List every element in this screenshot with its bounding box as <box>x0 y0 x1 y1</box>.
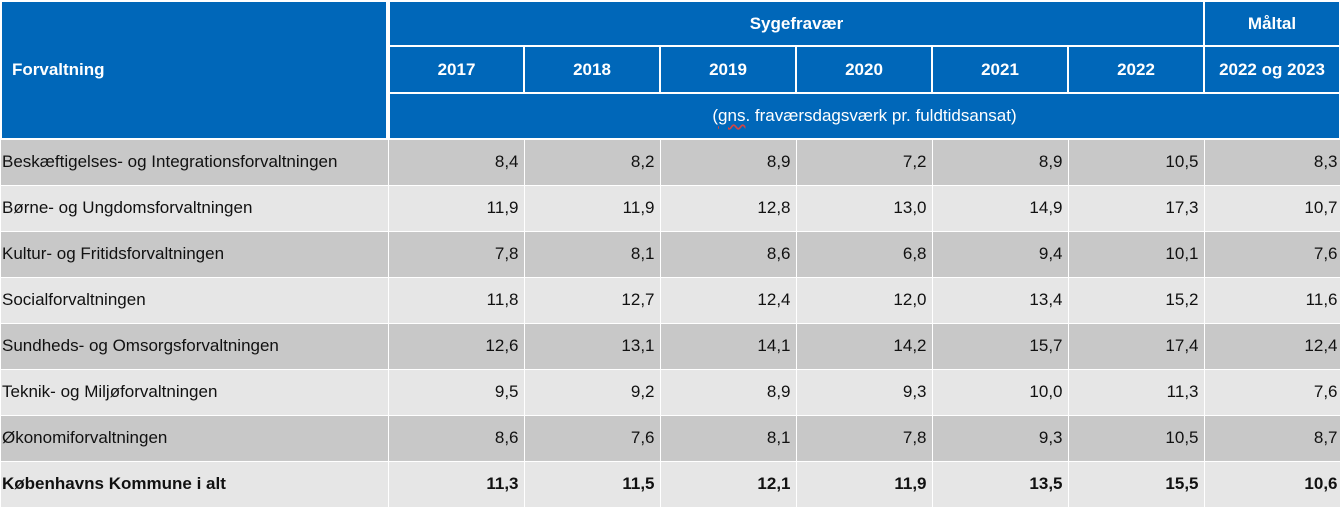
unit-prefix: ( <box>712 106 719 125</box>
value-cell: 13,1 <box>524 322 661 370</box>
table-row: Beskæftigelses- og Integrationsforvaltni… <box>1 138 1341 186</box>
value-cell: 9,5 <box>388 368 525 416</box>
value-cell: 11,3 <box>388 460 525 508</box>
value-cell: 8,9 <box>660 368 797 416</box>
header-year-2019: 2019 <box>659 45 797 94</box>
value-cell: 12,8 <box>660 184 797 232</box>
header-unit: (gns. fraværsdagsværk pr. fuldtidsansat) <box>387 92 1341 140</box>
row-label-oekonomi: Økonomiforvaltningen <box>1 414 389 462</box>
value-cell: 8,2 <box>524 138 661 186</box>
value-cell: 15,7 <box>932 322 1069 370</box>
header-sygefravaer: Sygefravær <box>387 0 1205 47</box>
value-cell: 10,5 <box>1068 138 1205 186</box>
value-cell: 13,5 <box>932 460 1069 508</box>
value-cell: 14,1 <box>660 322 797 370</box>
value-cell: 14,9 <box>932 184 1069 232</box>
value-cell: 8,6 <box>660 230 797 278</box>
value-cell: 6,8 <box>796 230 933 278</box>
value-cell: 10,5 <box>1068 414 1205 462</box>
table-row: Teknik- og Miljøforvaltningen 9,5 9,2 8,9 9,… <box>1 368 1341 416</box>
table-body: Beskæftigelses- og Integrationsforvaltni… <box>1 138 1341 508</box>
value-cell: 11,5 <box>524 460 661 508</box>
value-cell: 12,4 <box>660 276 797 324</box>
header-year-2017: 2017 <box>387 45 525 94</box>
value-cell: 9,3 <box>932 414 1069 462</box>
value-cell: 11,6 <box>1204 276 1341 324</box>
value-cell: 7,6 <box>524 414 661 462</box>
header-target-year: 2022 og 2023 <box>1203 45 1341 94</box>
header-maaltal: Måltal <box>1203 0 1341 47</box>
table-row: Kultur- og Fritidsforvaltningen 7,8 8,1 8,6… <box>1 230 1341 278</box>
value-cell: 10,1 <box>1068 230 1205 278</box>
value-cell: 11,8 <box>388 276 525 324</box>
value-cell: 17,3 <box>1068 184 1205 232</box>
row-label-beskaeftigelse: Beskæftigelses- og Integrationsforvaltni… <box>1 138 389 186</box>
value-cell: 9,4 <box>932 230 1069 278</box>
value-cell: 15,5 <box>1068 460 1205 508</box>
header-year-2022: 2022 <box>1067 45 1205 94</box>
row-label-boerne-ungdom: Børne- og Ungdomsforvaltningen <box>1 184 389 232</box>
value-cell: 7,8 <box>796 414 933 462</box>
header-forvaltning: Forvaltning <box>0 0 390 140</box>
value-cell: 8,1 <box>660 414 797 462</box>
value-cell: 10,0 <box>932 368 1069 416</box>
value-cell: 12,0 <box>796 276 933 324</box>
table-row: Børne- og Ungdomsforvaltningen 11,9 11,9 12… <box>1 184 1341 232</box>
value-cell: 8,9 <box>932 138 1069 186</box>
table-row: Socialforvaltningen 11,8 12,7 12,4 12,0 13,4 1… <box>1 276 1341 324</box>
value-cell: 12,7 <box>524 276 661 324</box>
row-label-teknik-miljoe: Teknik- og Miljøforvaltningen <box>1 368 389 416</box>
value-cell: 8,6 <box>388 414 525 462</box>
value-cell: 8,4 <box>388 138 525 186</box>
value-cell: 17,4 <box>1068 322 1205 370</box>
value-cell: 14,2 <box>796 322 933 370</box>
value-cell: 12,4 <box>1204 322 1341 370</box>
value-cell: 7,8 <box>388 230 525 278</box>
table-total-row: Københavns Kommune i alt 11,3 11,5 12,1 11,9… <box>1 460 1341 508</box>
value-cell: 11,9 <box>796 460 933 508</box>
value-cell: 11,3 <box>1068 368 1205 416</box>
value-cell: 9,3 <box>796 368 933 416</box>
value-cell: 13,0 <box>796 184 933 232</box>
value-cell: 11,9 <box>388 184 525 232</box>
value-cell: 8,3 <box>1204 138 1341 186</box>
row-label-total: Københavns Kommune i alt <box>1 460 389 508</box>
header-year-2021: 2021 <box>931 45 1069 94</box>
header-year-2018: 2018 <box>523 45 661 94</box>
row-label-kultur-fritid: Kultur- og Fritidsforvaltningen <box>1 230 389 278</box>
value-cell: 12,1 <box>660 460 797 508</box>
value-cell: 7,6 <box>1204 368 1341 416</box>
value-cell: 8,9 <box>660 138 797 186</box>
row-label-sundhed-omsorg: Sundheds- og Omsorgsforvaltningen <box>1 322 389 370</box>
row-label-social: Socialforvaltningen <box>1 276 389 324</box>
value-cell: 13,4 <box>932 276 1069 324</box>
value-cell: 7,6 <box>1204 230 1341 278</box>
unit-spellcheck-word: gns <box>718 106 746 125</box>
value-cell: 10,6 <box>1204 460 1341 508</box>
value-cell: 11,9 <box>524 184 661 232</box>
value-cell: 12,6 <box>388 322 525 370</box>
value-cell: 15,2 <box>1068 276 1205 324</box>
value-cell: 8,7 <box>1204 414 1341 462</box>
value-cell: 9,2 <box>524 368 661 416</box>
value-cell: 7,2 <box>796 138 933 186</box>
table-row: Sundheds- og Omsorgsforvaltningen 12,6 13,… <box>1 322 1341 370</box>
table-row: Økonomiforvaltningen 8,6 7,6 8,1 7,8 9,3 10,5 8… <box>1 414 1341 462</box>
value-cell: 10,7 <box>1204 184 1341 232</box>
value-cell: 8,1 <box>524 230 661 278</box>
unit-rest: . fraværsdagsværk pr. fuldtidsansat) <box>745 106 1017 125</box>
header-year-2020: 2020 <box>795 45 933 94</box>
